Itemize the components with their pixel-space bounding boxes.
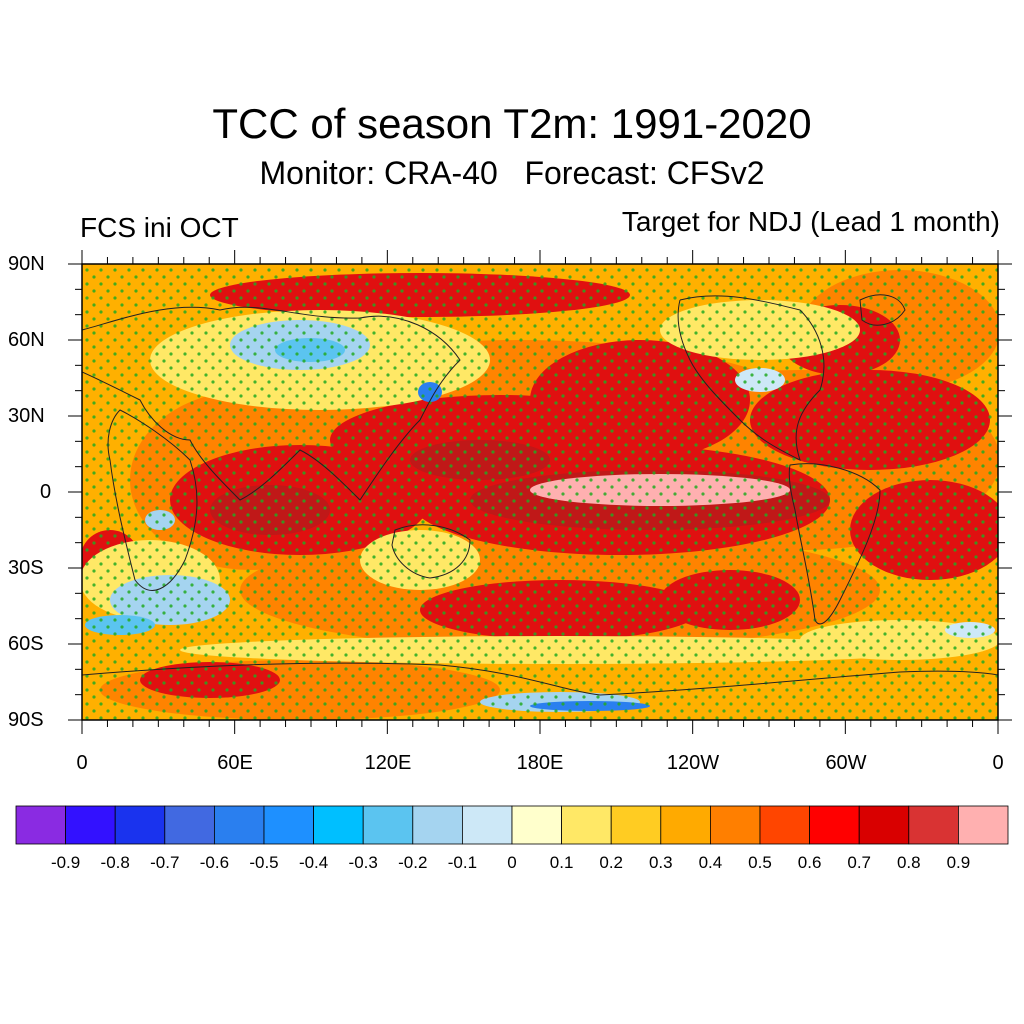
colorbar-tick-label: -0.3 [348,853,378,872]
colorbar-swatch [461,805,513,845]
chart-title: TCC of season T2m: 1991-2020 [212,100,812,147]
colorbar-tick-label: 0.9 [946,853,971,872]
colorbar-swatch [858,805,910,845]
colorbar-tick-label: 0.2 [599,853,623,872]
colorbar-swatch [759,805,810,845]
colorbar-tick-label: -0.1 [447,853,478,872]
coastlines [82,294,998,696]
colorbar-tick-label: -0.9 [50,853,81,872]
axis-ticks [68,250,1012,734]
lon-label: 0 [76,752,88,774]
colorbar-tick-label: 0.8 [896,853,921,872]
colorbar-swatch [561,805,612,845]
colorbar-tick-label: -0.2 [398,853,428,872]
colorbar-swatch [412,805,463,845]
colorbar-swatch [263,805,314,845]
colorbar-tick-label: 0.7 [847,853,871,872]
colorbar-tick-label: -0.6 [199,853,230,872]
lon-label: 180E [516,752,564,774]
initial-condition-label: FCS ini OCT [80,212,239,243]
lat-label: 60N [8,329,45,351]
significance-stipple [82,264,998,720]
colorbar-swatch [362,805,414,845]
lat-label: 90S [8,709,44,731]
lat-label: 0 [40,481,52,503]
colorbar-swatch [164,805,215,845]
colorbar-tick-label: 0.6 [797,853,822,872]
colorbar-swatch [511,805,562,845]
colorbar-swatch [958,805,1009,845]
colorbar-tick-label: -0.8 [100,853,130,872]
colorbar-swatch [710,805,761,845]
colorbar-swatch [610,805,662,845]
target-season-label: Target for NDJ (Lead 1 month) [621,206,1000,237]
colorbar-swatch [809,805,860,845]
colorbar [15,805,1009,845]
lat-label: 60S [8,633,44,655]
lat-label: 90N [8,253,45,275]
colorbar-tick-label: 0.4 [698,853,723,872]
lon-label: 120E [364,752,412,774]
lon-label: 0 [992,752,1004,774]
lon-label: 120W [666,752,720,774]
chart-subtitle: Monitor: CRA-40 Forecast: CFSv2 [259,155,765,191]
lat-label: 30N [8,405,45,427]
colorbar-swatch [65,805,116,845]
colorbar-tick-label: 0 [507,853,517,872]
colorbar-swatch [213,805,265,845]
colorbar-swatch [15,805,66,845]
colorbar-swatch [908,805,959,845]
colorbar-tick-label: 0.1 [549,853,574,872]
colorbar-tick-label: -0.5 [249,853,279,872]
colorbar-tick-label: 0.5 [748,853,772,872]
colorbar-tick-label: 0.3 [648,853,673,872]
lon-label: 60E [217,752,253,774]
colorbar-swatch [660,805,711,845]
correlation-field [82,264,998,720]
colorbar-swatch [313,805,364,845]
colorbar-swatch [114,805,166,845]
lat-label: 30S [8,557,44,579]
colorbar-tick-label: -0.4 [298,853,329,872]
lon-label: 60W [825,752,867,774]
colorbar-tick-label: -0.7 [150,853,180,872]
